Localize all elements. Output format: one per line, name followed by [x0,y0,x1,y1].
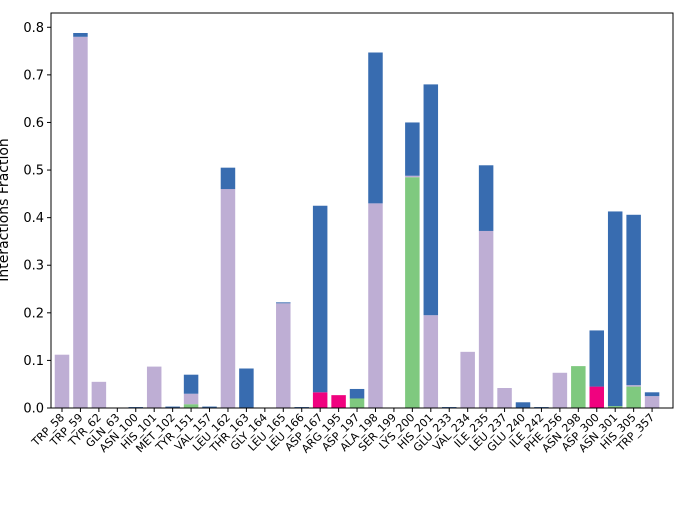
bar-segment-his-201-s1 [423,315,439,408]
bar-segment-ile-235-s1 [478,230,494,408]
bar-segment-asp-197-s0 [349,398,365,408]
y-tick-label: 0.5 [23,164,44,179]
bar-segment-val-157-s3 [202,406,217,408]
bar-segment-lys-200-s0 [405,177,420,408]
bar-segment-asp-300-s3 [589,330,605,387]
bar-segment-his-305-s3 [626,214,641,386]
bar-segment-leu-237-s1 [497,388,512,408]
y-tick-label: 0.0 [23,402,44,417]
bar-segment-trp-357-s1 [644,396,660,408]
bar-segment-tyr-151-s0 [183,404,199,408]
bar-segment-ile-235-s3 [478,165,494,231]
bar-segment-his-305-s1 [626,385,641,387]
bar-segment-thr-163-s3 [239,368,254,408]
bar-segment-phe-256-s1 [552,372,568,408]
x-axis-ticks: TRP_58TRP_59TYR_62GLN_63ASN_100HIS_101ME… [29,408,657,456]
bar-segment-trp-59-s3 [73,32,88,37]
bar-segment-asp-167-s3 [312,205,328,393]
bar-segment-val-234-s1 [460,351,475,408]
y-tick-label: 0.8 [23,21,44,36]
bar-segment-his-201-s3 [423,84,439,316]
bar-segment-met-102-s3 [165,406,180,408]
bar-segment-ala-198-s3 [368,52,383,204]
bar-segment-leu-165-s1 [276,303,291,408]
bar-segment-leu-165-s3 [276,302,291,304]
bar-segment-his-101-s1 [146,366,162,408]
bar-segment-trp-357-s3 [644,392,660,397]
bar-segment-leu-162-s1 [220,189,236,408]
y-tick-label: 0.2 [23,306,44,321]
y-tick-label: 0.4 [23,211,44,226]
bar-segment-tyr-151-s3 [183,374,199,394]
bar-segment-leu-162-s3 [220,167,236,190]
y-axis-label: Interactions Fraction [0,138,12,282]
bar-segment-lys-200-s3 [405,122,420,176]
bar-segment-trp-58-s1 [54,354,70,408]
bar-segment-asn-301-s0 [607,406,623,408]
bar-segment-asn-298-s0 [571,366,586,408]
bar-segment-tyr-151-s1 [183,393,199,405]
bar-segment-trp-59-s1 [73,36,88,409]
bar-segment-glu-240-s3 [515,402,531,408]
bar-segment-lys-200-s1 [405,175,420,178]
bars-group [54,32,660,409]
bar-segment-asp-197-s3 [349,388,365,399]
plot-frame [50,12,674,409]
y-tick-label: 0.6 [23,116,44,131]
y-tick-label: 0.3 [23,259,44,274]
bar-segment-asp-300-s2 [589,386,605,408]
bar-segment-arg-195-s2 [331,395,346,408]
y-tick-label: 0.7 [23,68,44,83]
y-axis-ticks: 0.0 0.1 0.2 0.3 0.4 0.5 0.6 0.7 0.8 [23,21,51,417]
bar-segment-tyr-62-s1 [91,381,107,408]
bar-segment-ala-198-s1 [368,203,383,408]
bar-segment-his-305-s0 [626,386,641,408]
y-tick-label: 0.1 [23,354,44,369]
bar-segment-asn-301-s3 [607,211,623,407]
bar-segment-asp-167-s2 [312,392,328,408]
